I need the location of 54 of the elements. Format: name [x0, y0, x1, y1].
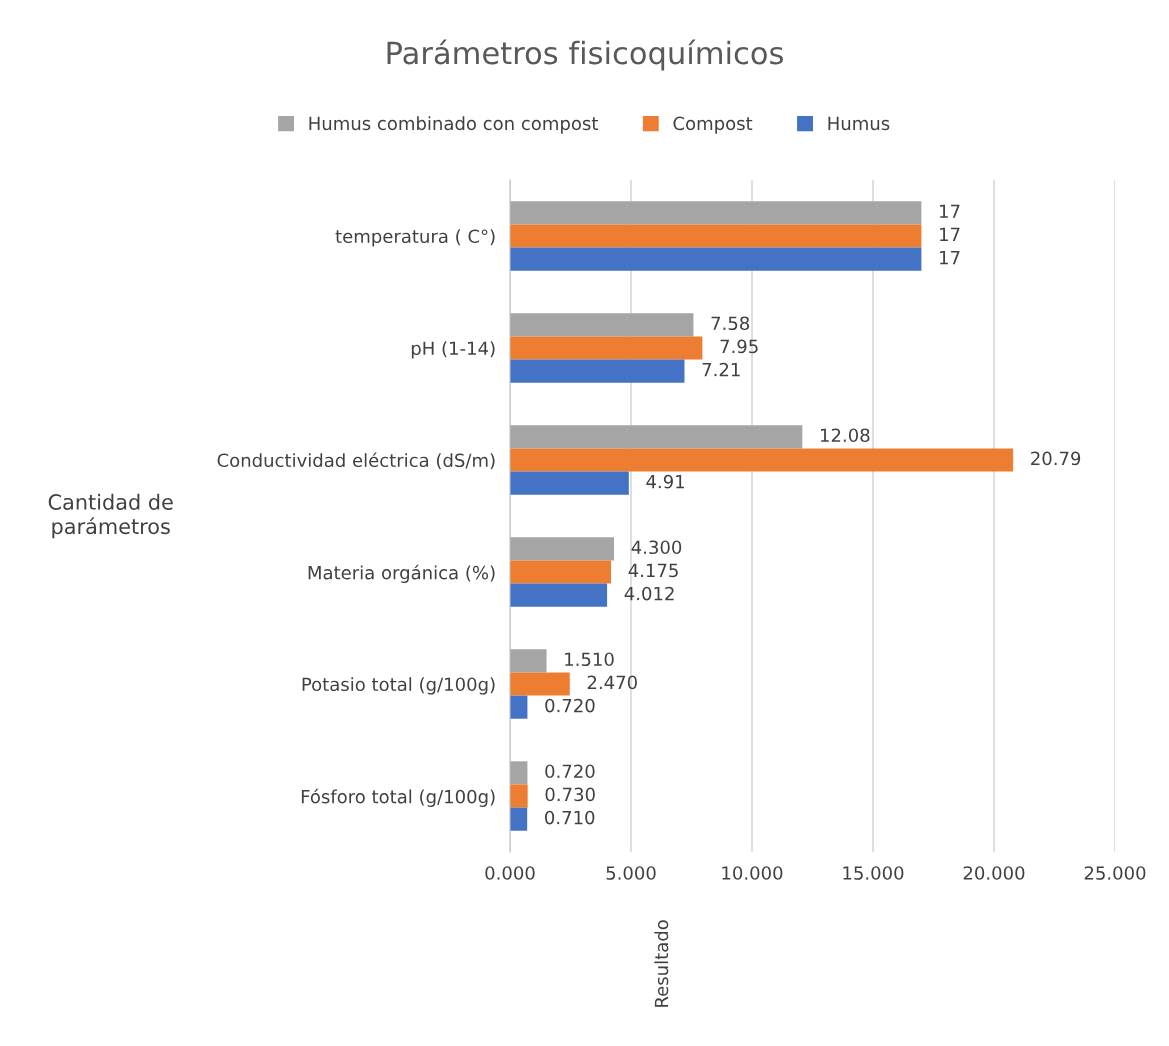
bar [510, 807, 528, 831]
y-tick-label: Materia orgánica (%) [308, 564, 495, 583]
x-tick-label: 10.000 [722, 866, 783, 880]
bar [510, 201, 922, 225]
bar [510, 695, 528, 719]
x-tick-label: 15.000 [843, 866, 904, 880]
bar [510, 313, 694, 337]
y-axis-title: Cantidad de parámetros [48, 493, 173, 539]
bar [510, 425, 803, 449]
data-label: 7.95 [720, 339, 758, 354]
data-label: 20.79 [1031, 451, 1081, 466]
bar [510, 672, 570, 696]
bar [510, 761, 528, 785]
bar [510, 649, 547, 673]
data-label: 4.012 [624, 586, 674, 601]
bar [510, 583, 608, 607]
data-label: 7.21 [702, 362, 740, 377]
legend-label: Compost [673, 116, 753, 134]
data-label: 0.730 [545, 787, 595, 802]
data-label: 4.91 [646, 474, 685, 489]
data-label: 17 [940, 227, 960, 241]
legend-label: Humus combinado con compost [309, 116, 598, 134]
bar [510, 224, 922, 248]
bar [510, 471, 629, 495]
x-tick-label: 25.000 [1084, 866, 1146, 880]
bar [510, 359, 685, 383]
bar [510, 448, 1014, 472]
bar [510, 560, 612, 584]
text: Resultado [654, 920, 669, 1007]
legend-label: Humus [828, 116, 890, 131]
data-label: 4.175 [628, 563, 678, 578]
x-tick-label: 0.000 [485, 866, 535, 880]
data-label: 1.510 [565, 652, 614, 667]
y-tick-label: Fósforo total (g/100g) [301, 788, 495, 807]
bar [510, 784, 528, 808]
data-label: 0.720 [545, 764, 595, 779]
bar [510, 247, 922, 271]
data-label: 4.300 [631, 540, 682, 555]
data-label: 0.720 [545, 698, 595, 713]
y-tick-label: Potasio total (g/100g) [302, 677, 495, 695]
data-label: 17 [940, 204, 960, 218]
data-label: 12.08 [820, 428, 870, 443]
data-label: 0.710 [545, 810, 595, 825]
bar [510, 336, 703, 360]
bar [510, 537, 615, 561]
chart-title: Parámetros fisicoquímicos [387, 39, 783, 71]
x-tick-label: 5.000 [606, 866, 656, 880]
y-tick-label: pH (1-14) [411, 341, 495, 359]
data-label: 2.470 [587, 675, 637, 690]
data-label: 7.58 [711, 316, 750, 331]
y-tick-label: temperatura ( C°) [335, 229, 495, 247]
x-tick-label: 20.000 [963, 866, 1025, 880]
data-label: 17 [940, 250, 960, 265]
y-tick-label: Conductividad eléctrica (dS/m) [217, 452, 495, 470]
